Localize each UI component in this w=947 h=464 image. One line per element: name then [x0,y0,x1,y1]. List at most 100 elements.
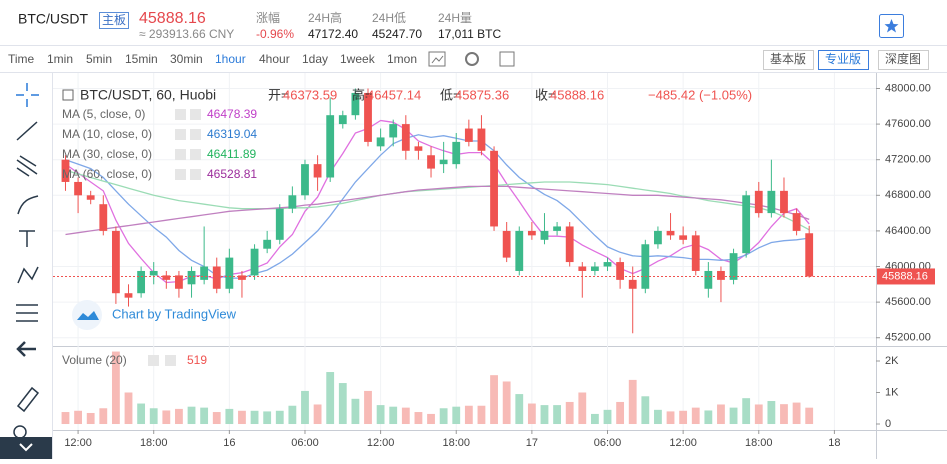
fib-tool[interactable] [16,155,38,177]
study-remove[interactable] [190,169,201,180]
interval[interactable]: 4hour [259,52,290,66]
measure-tool[interactable] [16,386,40,413]
study-name: MA (10, close, 0) [62,127,152,141]
candle-body [616,262,625,280]
candle-body [301,164,309,196]
volume-bar [578,392,587,425]
volume-bar [187,406,196,425]
volume-bar [86,412,95,425]
view-button[interactable] [818,50,869,70]
volume-bar [704,410,713,425]
volume-bar [477,405,486,425]
stat-label: 24H高 [308,10,342,25]
x-tick-label: 18:00 [140,437,168,449]
study-value: 46528.81 [207,167,257,181]
interval[interactable]: 1week [340,52,376,66]
interval[interactable]: 30min [170,52,203,66]
candle-body [225,257,234,289]
study-remove[interactable] [165,355,176,366]
branding[interactable]: Chart by TradingView [112,306,237,321]
trend-line-tool[interactable] [16,121,38,141]
pattern-tool[interactable] [17,266,39,284]
collapse-button[interactable] [0,437,52,459]
interval[interactable]: 1mon [387,52,417,66]
volume-bar [414,412,423,425]
volume-bar [275,410,284,425]
volume-bar [338,383,347,425]
candle-body [99,204,108,231]
indicator-icon [431,55,444,64]
candle-body [263,239,272,249]
volume-bar [729,407,738,425]
candle-body [515,230,524,271]
volume-bar [137,403,146,425]
x-tick-label: 06:00 [291,437,319,449]
candle-body [313,164,322,178]
candle-body [187,270,196,285]
volume-bar [502,381,511,425]
ohlc-label: 低= [440,87,461,102]
y-tick-label: 0 [885,418,891,430]
candle-body [464,128,473,142]
candle-body [578,266,587,271]
volume-bar [628,379,637,425]
chart-title: BTC/USDT, 60, Huobi [80,87,216,103]
view-label: 基本版 [770,52,806,66]
volume-bar [288,405,297,425]
candle-body [654,230,662,245]
y-tick-label: 47200.00 [885,154,931,166]
brush-tool[interactable] [17,195,39,215]
stat-value: 45247.70 [372,27,422,41]
ohlc-value: 45875.36 [455,87,509,102]
volume-bar [553,405,561,425]
prediction-tool[interactable] [16,304,38,322]
candle-body [792,213,801,231]
symbol: BTC/USDT [18,11,88,27]
study-settings[interactable] [175,129,186,140]
study-settings[interactable] [175,169,186,180]
volume-value: 519 [187,353,207,367]
view-button[interactable] [878,50,929,70]
volume-bar [641,396,650,425]
interval[interactable]: 1day [302,52,328,66]
ohlc-value: 46457.14 [367,87,421,102]
candle-body [74,181,82,196]
study-remove[interactable] [190,109,201,120]
study-name: MA (5, close, 0) [62,107,145,121]
settings-button[interactable] [465,52,479,66]
board: 主板 [102,13,126,27]
volume-bar [238,410,246,425]
volume-bar [74,410,82,425]
volume-bar [401,407,410,425]
text-tool[interactable] [19,230,35,247]
study-remove[interactable] [190,149,201,160]
back-tool[interactable] [16,341,36,357]
candle-body [679,235,688,240]
candle-body [767,190,776,214]
volume-bar [490,375,498,425]
volume-bar [742,398,751,425]
interval[interactable]: 1hour [215,52,246,66]
crosshair-tool[interactable] [16,83,39,107]
x-tick-label: 18:00 [745,437,773,449]
study-settings[interactable] [175,109,186,120]
interval[interactable]: 1min [47,52,73,66]
stat-value: 17,011 BTC [438,27,501,41]
candle-body [439,159,448,165]
indicator-button[interactable] [428,51,446,67]
board-badge [99,12,129,29]
study-remove[interactable] [190,129,201,140]
fullscreen-button[interactable] [499,51,515,67]
volume-bar [679,410,688,425]
interval[interactable]: 5min [86,52,112,66]
interval[interactable]: 15min [125,52,158,66]
collapse-icon [19,443,33,452]
view-button[interactable] [763,50,814,70]
collapse-legend[interactable] [62,89,74,101]
cny-price: ≈ 293913.66 CNY [139,27,234,41]
y-tick-label: 45200.00 [885,332,931,344]
study-settings[interactable] [175,149,186,160]
last-price-label: 45888.16 [882,270,928,282]
study-settings[interactable] [148,355,159,366]
